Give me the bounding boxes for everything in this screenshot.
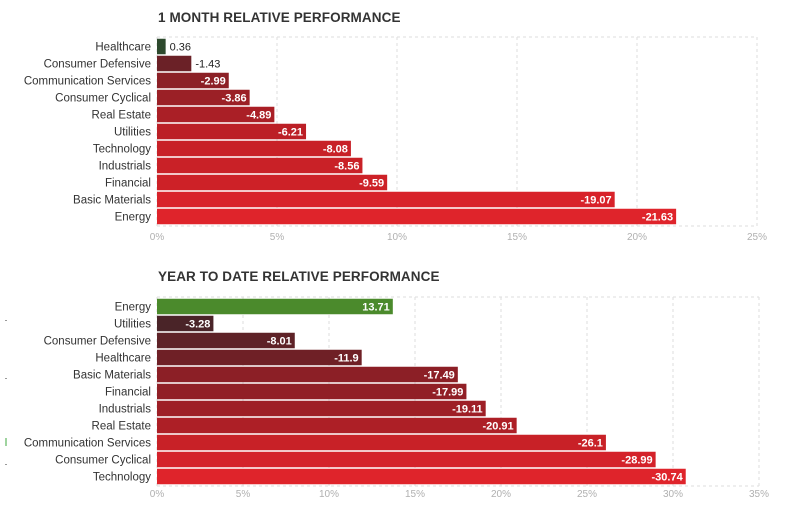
category-label: Communication Services [24,76,151,88]
category-label: Technology [93,144,151,156]
data-label: -28.99 [621,455,652,467]
data-label: -21.63 [642,212,673,224]
data-label: 0.36 [170,42,191,54]
category-label: Financial [105,387,151,399]
data-label: -9.59 [359,178,384,190]
data-label: -8.08 [323,144,348,156]
data-label: -8.56 [334,161,359,173]
bar[interactable] [157,468,686,485]
data-label: -26.1 [578,438,603,450]
x-tick-label: 0% [150,232,165,243]
x-tick-label: 10% [319,489,339,500]
chart-title-1-month: 1 MONTH RELATIVE PERFORMANCE [158,10,401,25]
edge-mark [5,464,7,465]
category-label: Energy [115,302,152,314]
category-label: Financial [105,178,151,190]
data-label: -17.99 [432,387,463,399]
x-tick-label: 20% [627,232,647,243]
data-label: -3.86 [222,93,247,105]
data-label: -19.11 [452,404,483,416]
category-label: Communication Services [24,438,151,450]
bar[interactable] [157,174,388,191]
bar[interactable] [157,38,166,55]
data-label: -20.91 [482,421,513,433]
x-tick-label: 10% [387,232,407,243]
x-tick-label: 15% [405,489,425,500]
x-tick-label: 5% [270,232,285,243]
edge-mark [5,438,7,446]
chart-title-year-to-date: YEAR TO DATE RELATIVE PERFORMANCE [158,269,440,284]
bar[interactable] [157,417,517,434]
category-label: Basic Materials [73,370,151,382]
bar[interactable] [157,106,275,123]
data-label: 13.71 [362,302,390,314]
edge-mark [5,378,7,379]
chart-year-to-date-relative-performance: 0% 5% 10% 15% 20% 25% 30% 35% Energy 13.71 Utiliti… [24,296,769,500]
data-label: -4.89 [246,110,271,122]
bar[interactable] [157,140,351,157]
x-tick-label: 25% [747,232,767,243]
bar[interactable] [157,451,656,468]
category-label: Industrials [99,404,152,416]
data-label: -11.9 [334,353,358,365]
bar[interactable] [157,191,615,208]
data-label: -17.49 [424,370,455,382]
bar[interactable] [157,89,250,106]
bar[interactable] [157,298,393,315]
category-label: Healthcare [95,42,151,54]
x-tick-label: 35% [749,489,769,500]
data-label: -6.21 [278,127,303,139]
category-label: Basic Materials [73,195,151,207]
data-label: -1.43 [195,59,220,71]
bar[interactable] [157,383,467,400]
data-label: -19.07 [580,195,611,207]
bar[interactable] [157,400,486,417]
bar[interactable] [157,72,229,89]
x-tick-label: 15% [507,232,527,243]
category-label: Utilities [114,319,151,331]
category-label: Consumer Defensive [44,336,151,348]
category-label: Industrials [99,161,152,173]
bar[interactable] [157,315,214,332]
data-label: -2.99 [201,76,226,88]
category-label: Consumer Cyclical [55,455,151,467]
data-label: -8.01 [267,336,292,348]
x-tick-label: 30% [663,489,683,500]
category-label: Real Estate [92,110,151,122]
bar[interactable] [157,332,295,349]
category-label: Energy [115,212,152,224]
data-label: -30.74 [652,472,684,484]
category-label: Consumer Cyclical [55,93,151,105]
bar[interactable] [157,55,192,72]
bar[interactable] [157,349,362,366]
category-label: Utilities [114,127,151,139]
bar[interactable] [157,434,606,451]
category-label: Technology [93,472,151,484]
chart-1-month-relative-performance: 0% 5% 10% 15% 20% 25% Healthcare 0.36 Consumer D… [24,36,767,243]
x-tick-label: 5% [236,489,251,500]
data-label: -3.28 [185,319,210,331]
category-label: Healthcare [95,353,151,365]
bar[interactable] [157,208,677,225]
category-label: Consumer Defensive [44,59,151,71]
edge-mark [5,320,7,321]
bar[interactable] [157,157,363,174]
bar[interactable] [157,366,458,383]
x-tick-label: 20% [491,489,511,500]
bar[interactable] [157,123,307,140]
x-tick-label: 0% [150,489,165,500]
category-label: Real Estate [92,421,151,433]
x-tick-label: 25% [577,489,597,500]
